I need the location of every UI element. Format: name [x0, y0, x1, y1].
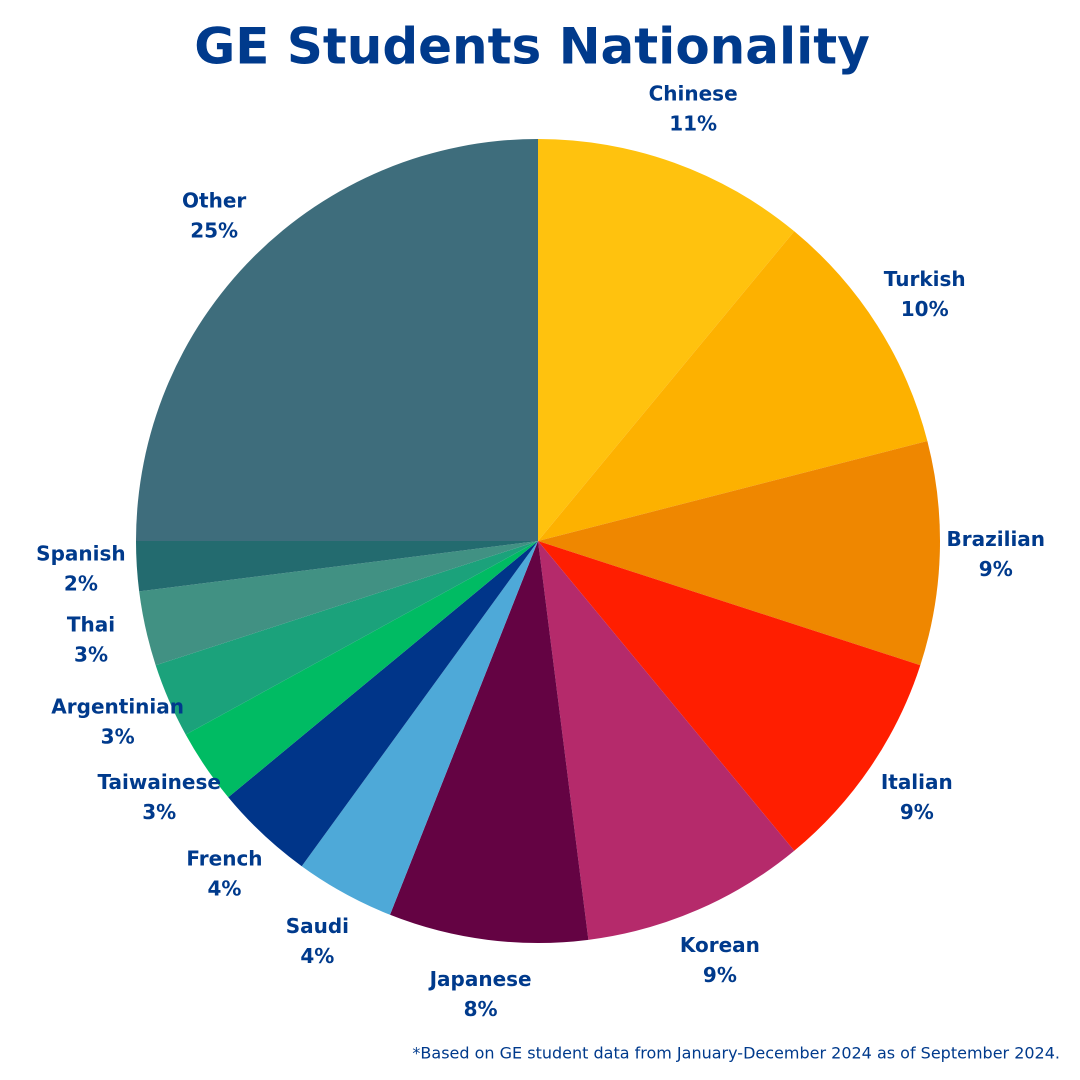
slice-value-label: 9% — [979, 557, 1013, 581]
pie-slice — [228, 541, 539, 867]
slice-label: Other — [182, 189, 246, 213]
slice-value-label: 11% — [669, 112, 717, 136]
pie-slice — [538, 139, 795, 541]
pie-slice — [538, 541, 921, 851]
slice-value-label: 3% — [74, 642, 108, 666]
slice-value-label: 3% — [142, 800, 176, 824]
slice-value-label: 10% — [901, 297, 949, 321]
slice-value-label: 9% — [703, 963, 737, 987]
slice-label: Japanese — [428, 967, 532, 991]
slice-value-label: 9% — [900, 800, 934, 824]
pie-slice — [155, 541, 538, 735]
slice-label: Thai — [67, 612, 115, 636]
slice-label: Korean — [680, 933, 760, 957]
slice-label: French — [186, 846, 262, 870]
slice-label: Spanish — [36, 541, 125, 565]
pie-slice — [538, 231, 928, 542]
pie-slice — [185, 541, 538, 798]
slice-value-label: 2% — [64, 571, 98, 595]
pie-slice — [136, 541, 538, 592]
slice-value-label: 3% — [101, 724, 135, 748]
pie-slice — [538, 441, 940, 666]
footnote: *Based on GE student data from January-D… — [412, 1044, 1060, 1063]
slice-value-label: 4% — [300, 944, 334, 968]
slice-label: Brazilian — [947, 527, 1046, 551]
slice-label: Chinese — [649, 82, 738, 106]
pie-slice — [301, 541, 538, 915]
pie-slice — [136, 139, 538, 541]
slice-label: Turkish — [884, 267, 966, 291]
slice-label: Argentinian — [51, 694, 184, 718]
pie-slice — [538, 541, 795, 940]
slice-label: Saudi — [286, 914, 349, 938]
slice-label: Italian — [881, 770, 953, 794]
slice-value-label: 4% — [207, 876, 241, 900]
chart-title: GE Students Nationality — [194, 18, 870, 76]
pie-slice — [139, 541, 538, 666]
slice-value-label: 25% — [190, 219, 238, 243]
pie-slice — [390, 541, 589, 943]
slice-value-label: 8% — [464, 997, 498, 1021]
slice-label: Taiwainese — [97, 770, 221, 794]
